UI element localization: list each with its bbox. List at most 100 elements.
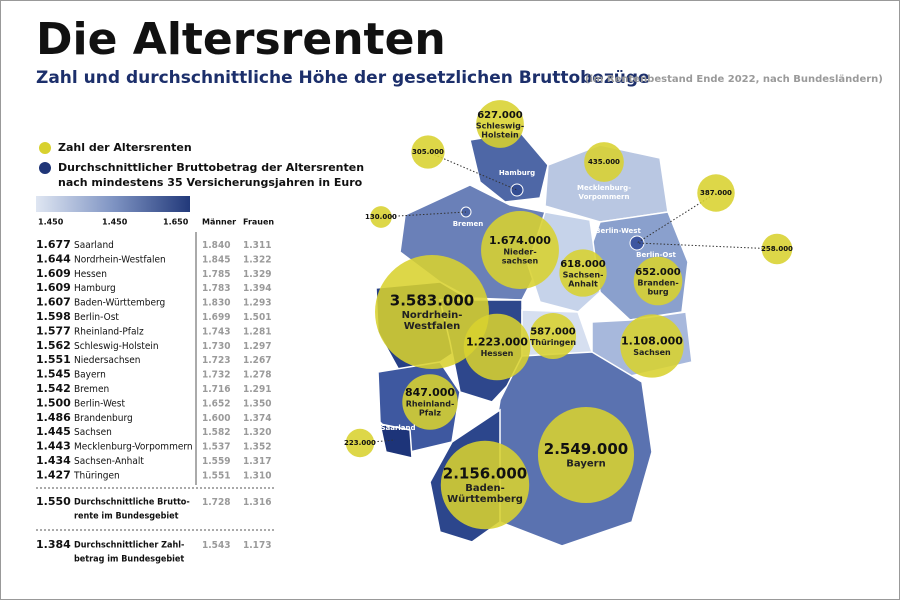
region-name: Westfalen <box>404 321 461 332</box>
column-header: Frauen <box>243 218 274 227</box>
row-women: 1.281 <box>243 326 271 337</box>
region-name: Vorpommern <box>579 193 630 201</box>
region-name: Mecklenburg- <box>577 184 631 192</box>
bubble-label: 618.000 <box>560 259 606 270</box>
row-value: 1.577 <box>36 324 71 337</box>
region-name: Nordrhein- <box>402 310 463 321</box>
state <box>379 423 413 459</box>
row-men: 1.840 <box>202 240 230 251</box>
row-men: 1.830 <box>202 298 230 309</box>
bubble <box>375 255 489 369</box>
bubble <box>402 374 458 430</box>
city-state <box>510 183 524 197</box>
bubble <box>620 314 684 378</box>
bubble <box>440 440 530 530</box>
region-name: Thüringen <box>530 338 576 347</box>
summary-label: rente im Bundesgebiet <box>74 512 179 522</box>
bubble <box>761 233 793 265</box>
legend-average: nach mindestens 35 Versicherungsjahren i… <box>58 176 363 189</box>
region-name: Bremen <box>453 220 484 228</box>
region-name: Sachsen- <box>563 271 604 280</box>
subtitle: Zahl und durchschnittliche Höhe der gese… <box>36 68 650 88</box>
scale-label: 1.450 <box>102 218 128 227</box>
region-name: Hessen <box>481 349 514 358</box>
leader-line <box>380 211 467 218</box>
scale-label: 1.450 <box>38 218 64 227</box>
bubble-label: 258.000 <box>761 245 793 253</box>
row-name: Berlin-Ost <box>74 312 119 323</box>
column-header: Männer <box>202 218 236 227</box>
leader-line <box>636 242 778 250</box>
bubble <box>584 142 624 182</box>
row-value: 1.545 <box>36 368 71 381</box>
region-name: Hamburg <box>499 169 535 177</box>
bubble-label: 435.000 <box>588 158 620 166</box>
bubble <box>697 174 735 212</box>
row-women: 1.311 <box>243 240 271 251</box>
bubble-label: 2.156.000 <box>443 465 527 483</box>
row-value: 1.607 <box>36 296 71 309</box>
bubble-label: 847.000 <box>405 386 455 399</box>
bubble-label: 2.549.000 <box>544 440 628 458</box>
region-name: Rheinland- <box>406 400 455 409</box>
row-name: Mecklenburg-Vorpommern <box>74 442 193 453</box>
summary-label: Durchschnittliche Brutto- <box>74 498 190 508</box>
row-women: 1.394 <box>243 283 271 294</box>
row-name: Berlin-West <box>74 398 125 409</box>
summary-label: betrag im Bundesgebiet <box>74 555 184 565</box>
row-men: 1.730 <box>202 341 230 352</box>
row-women: 1.322 <box>243 254 271 265</box>
row-value: 1.443 <box>36 440 71 453</box>
row-men: 1.559 <box>202 456 230 467</box>
region-name: Württemberg <box>447 494 523 505</box>
row-men: 1.600 <box>202 413 230 424</box>
row-men: 1.582 <box>202 427 230 438</box>
region-name: Branden- <box>637 279 678 288</box>
leader-line <box>427 151 518 191</box>
row-name: Rheinland-Pfalz <box>74 326 144 337</box>
row-men: 1.551 <box>202 470 230 481</box>
row-value: 1.551 <box>36 353 71 366</box>
scale-label: 1.650 <box>163 218 189 227</box>
row-men: 1.783 <box>202 283 230 294</box>
row-women: 1.320 <box>243 427 271 438</box>
row-women: 1.291 <box>243 384 271 395</box>
bubble-label: 627.000 <box>477 110 523 121</box>
row-value: 1.500 <box>36 396 71 409</box>
region-name: sachsen <box>502 257 539 266</box>
row-women: 1.297 <box>243 341 271 352</box>
bubble-label: 305.000 <box>412 148 444 156</box>
row-women: 1.278 <box>243 370 271 381</box>
summary-value: 1.384 <box>36 538 71 551</box>
bubble-label: 652.000 <box>635 267 681 278</box>
row-name: Niedersachsen <box>74 355 141 366</box>
region-name: Saarland <box>380 424 415 432</box>
row-men: 1.743 <box>202 326 230 337</box>
bubble-label: 1.674.000 <box>489 234 551 247</box>
leader-line <box>636 192 717 244</box>
legend-count: Zahl der Altersrenten <box>58 141 192 154</box>
bubble <box>476 100 524 148</box>
row-name: Brandenburg <box>74 413 133 424</box>
row-value: 1.427 <box>36 468 71 481</box>
region-name: Bayern <box>566 459 605 470</box>
bubble <box>463 313 531 381</box>
row-men: 1.652 <box>202 398 230 409</box>
row-women: 1.352 <box>243 442 271 453</box>
region-name: Nieder- <box>503 248 536 257</box>
summary-women: 1.173 <box>243 540 271 551</box>
row-name: Baden-Württemberg <box>74 298 165 309</box>
row-men: 1.699 <box>202 312 230 323</box>
row-name: Thüringen <box>73 470 120 481</box>
legend-dot <box>39 162 51 174</box>
bubble <box>411 135 445 169</box>
region-name: Anhalt <box>568 280 598 289</box>
row-name: Schleswig-Holstein <box>74 341 159 352</box>
leader-line <box>359 439 396 444</box>
subtitle-note: (im Rentenbestand Ende 2022, nach Bundes… <box>585 74 883 85</box>
summary-value: 1.550 <box>36 495 71 508</box>
bubble <box>345 428 375 458</box>
row-name: Bayern <box>74 370 106 381</box>
region-name: Schleswig- <box>476 122 524 131</box>
